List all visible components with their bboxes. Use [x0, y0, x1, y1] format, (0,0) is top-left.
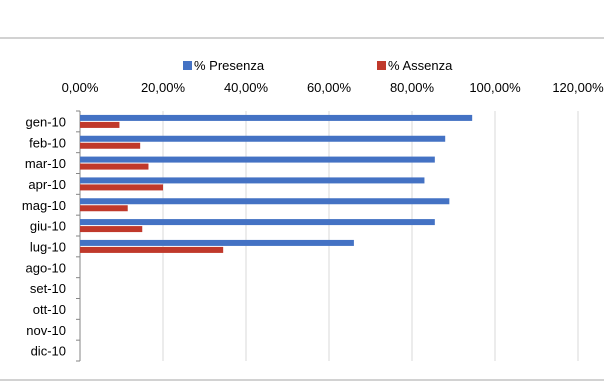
- bar-presenza: [80, 114, 473, 121]
- y-tick-label: apr-10: [28, 177, 66, 192]
- x-tick-label: 60,00%: [307, 80, 352, 95]
- bar-presenza: [80, 198, 450, 205]
- bar-presenza: [80, 219, 435, 226]
- bar-assenza: [80, 246, 224, 253]
- y-tick-label: giu-10: [30, 219, 66, 234]
- x-tick-label: 100,00%: [469, 80, 521, 95]
- y-tick-label: dic-10: [31, 344, 66, 359]
- legend-label-presenza: % Presenza: [194, 58, 265, 73]
- bar-assenza: [80, 163, 149, 170]
- gridlines: [162, 111, 579, 361]
- y-tick-label: mag-10: [22, 198, 66, 213]
- bar-presenza: [80, 156, 435, 163]
- legend-swatch-assenza: [377, 61, 386, 70]
- y-tick-label: ott-10: [33, 302, 66, 317]
- bar-presenza: [80, 239, 354, 246]
- y-tick-label: lug-10: [30, 239, 66, 254]
- y-tick-label: set-10: [30, 281, 66, 296]
- legend: % Presenza % Assenza: [183, 58, 453, 73]
- bar-presenza: [80, 135, 446, 142]
- x-tick-label: 40,00%: [224, 80, 269, 95]
- bars: [80, 114, 473, 253]
- y-axis: gen-10 feb-10 mar-10 apr-10 mag-10 giu-10 lug-…: [22, 110, 81, 362]
- x-axis-ticks: 0,00% 20,00% 40,00% 60,00% 80,00% 100,00% 120,…: [62, 80, 604, 95]
- y-tick-label: feb-10: [29, 135, 66, 150]
- bar-presenza: [80, 177, 425, 184]
- bar-assenza: [80, 226, 143, 233]
- y-tick-label: nov-10: [26, 323, 66, 338]
- x-tick-label: 80,00%: [390, 80, 435, 95]
- y-tick-label: ago-10: [26, 260, 66, 275]
- legend-swatch-presenza: [183, 61, 192, 70]
- y-tick-label: gen-10: [26, 114, 66, 129]
- bar-assenza: [80, 205, 128, 212]
- y-tick-label: mar-10: [25, 156, 66, 171]
- bar-assenza: [80, 142, 141, 149]
- x-tick-label: 20,00%: [141, 80, 186, 95]
- x-tick-label: 0,00%: [62, 80, 99, 95]
- bar-assenza: [80, 121, 120, 128]
- legend-label-assenza: % Assenza: [388, 58, 453, 73]
- x-tick-label: 120,00%: [552, 80, 604, 95]
- bar-assenza: [80, 184, 163, 191]
